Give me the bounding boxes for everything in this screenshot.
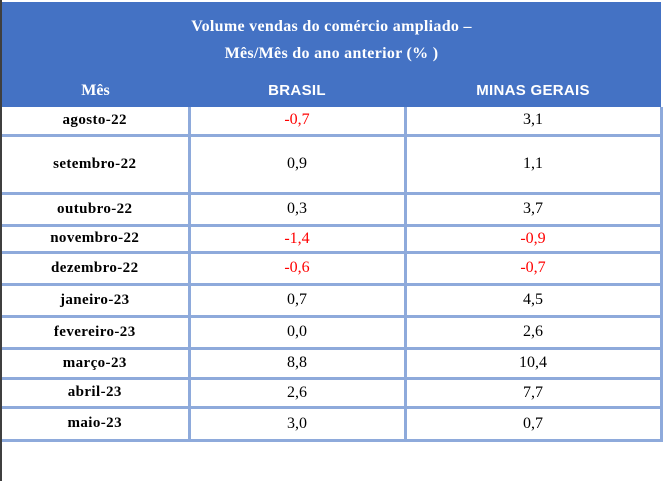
value-cell: 3,7 [403,193,663,227]
column-header-brasil: BRASIL [189,74,405,107]
table-row: maio-23 3,0 0,7 [2,407,663,442]
table-row: novembro-22 -1,4 -0,9 [2,225,663,254]
value-cell: 7,7 [403,378,663,409]
table-row: março-23 8,8 10,4 [2,348,663,380]
table-row: outubro-22 0,3 3,7 [2,193,663,227]
column-header-mes: Mês [2,74,189,107]
value-cell: -0,9 [403,225,663,254]
table-row: janeiro-23 0,7 4,5 [2,284,663,318]
table-row: agosto-22 -0,7 3,1 [2,107,663,137]
sales-volume-table: Volume vendas do comércio ampliado – Mês… [2,2,663,442]
month-cell: agosto-22 [2,107,189,137]
value-cell: 0,0 [187,316,405,350]
table-row: fevereiro-23 0,0 2,6 [2,316,663,350]
month-cell: setembro-22 [2,135,189,195]
month-cell: abril-23 [2,378,189,409]
value-cell: 8,8 [187,348,405,380]
title-line-1: Volume vendas do comércio ampliado – [191,18,472,35]
value-cell: 2,6 [403,316,663,350]
value-cell: 4,5 [403,284,663,318]
table-title: Volume vendas do comércio ampliado – Mês… [2,2,661,74]
value-cell: 0,7 [403,407,663,442]
month-cell: novembro-22 [2,225,189,254]
table-row: dezembro-22 -0,6 -0,7 [2,252,663,286]
month-cell: janeiro-23 [2,284,189,318]
value-cell: 10,4 [403,348,663,380]
table-row: abril-23 2,6 7,7 [2,378,663,409]
value-cell: -0,7 [403,252,663,286]
value-cell: 3,0 [187,407,405,442]
value-cell: 1,1 [403,135,663,195]
table-body: agosto-22 -0,7 3,1 setembro-22 0,9 1,1 outubro… [2,107,663,442]
month-cell: maio-23 [2,407,189,442]
table-row: setembro-22 0,9 1,1 [2,135,663,195]
title-row: Volume vendas do comércio ampliado – Mês… [2,2,661,74]
value-cell: 3,1 [403,107,663,137]
value-cell: 0,3 [187,193,405,227]
title-line-2: Mês/Mês do ano anterior (% ) [224,45,439,62]
value-cell: -0,7 [187,107,405,137]
month-cell: março-23 [2,348,189,380]
month-cell: outubro-22 [2,193,189,227]
month-cell: fevereiro-23 [2,316,189,350]
month-cell: dezembro-22 [2,252,189,286]
value-cell: 0,9 [187,135,405,195]
value-cell: -1,4 [187,225,405,254]
column-header-minas-gerais: MINAS GERAIS [405,74,661,107]
value-cell: -0,6 [187,252,405,286]
value-cell: 0,7 [187,284,405,318]
value-cell: 2,6 [187,378,405,409]
column-header-row: Mês BRASIL MINAS GERAIS [2,74,661,107]
